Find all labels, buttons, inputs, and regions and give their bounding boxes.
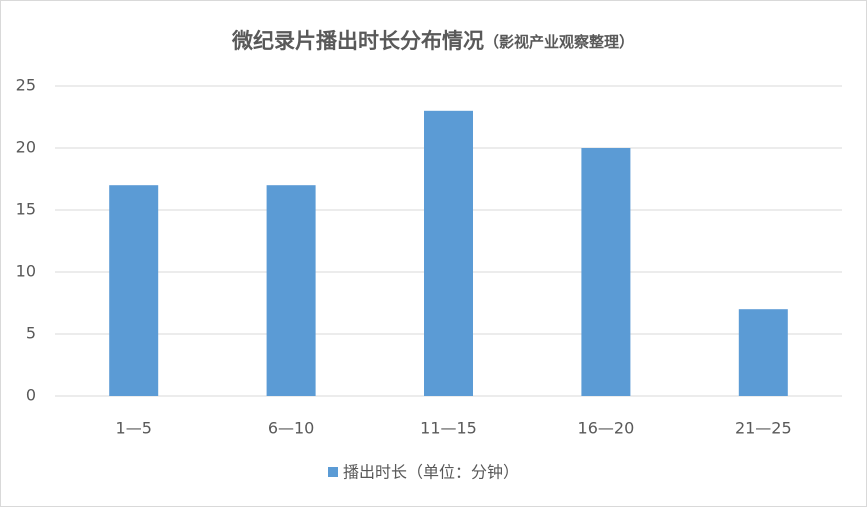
bar — [266, 185, 316, 396]
chart-heading: 微纪录片播出时长分布情况（影视产业观察整理） — [231, 29, 634, 53]
x-tick-label: 11—15 — [420, 419, 477, 438]
y-tick-label: 15 — [16, 200, 36, 219]
bar — [424, 110, 473, 397]
y-tick-label: 5 — [26, 324, 36, 343]
y-tick-label: 20 — [16, 138, 36, 157]
y-tick-label: 25 — [16, 76, 36, 95]
x-tick-label: 1—5 — [116, 419, 152, 438]
y-tick-label: 10 — [16, 262, 36, 281]
bar — [581, 148, 631, 396]
legend-label: 播出时长（单位：分钟） — [343, 463, 519, 482]
bar — [738, 309, 788, 396]
chart-subtitle: （影视产业观察整理） — [484, 33, 634, 51]
x-tick-label: 21—25 — [735, 419, 792, 438]
chart-title: 微纪录片播出时长分布情况 — [231, 29, 484, 53]
x-tick-label: 16—20 — [578, 419, 635, 438]
y-tick-label: 0 — [26, 386, 36, 405]
bar — [109, 185, 159, 396]
x-tick-label: 6—10 — [268, 419, 315, 438]
legend-swatch — [328, 467, 338, 477]
